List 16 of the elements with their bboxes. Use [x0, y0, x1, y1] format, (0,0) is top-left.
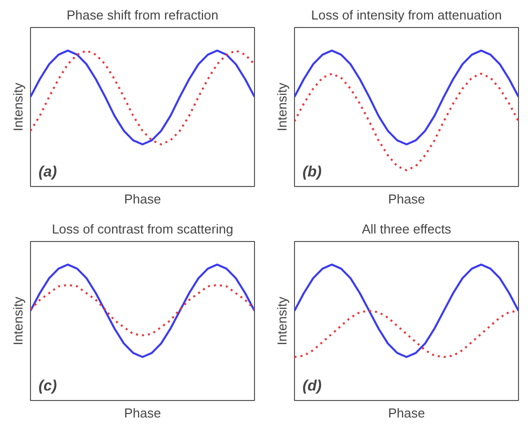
annotation: (c) — [38, 378, 57, 394]
chart-title: Phase shift from refraction — [66, 8, 218, 22]
x-axis-title: Phase — [124, 406, 161, 420]
annotation: (d) — [302, 378, 322, 394]
chart-title: All three effects — [362, 222, 452, 236]
x-axis-title: Phase — [388, 406, 425, 420]
y-axis-title: Intensity — [274, 296, 290, 346]
annotation: (b) — [302, 164, 322, 180]
chart-title: Loss of intensity from attenuation — [311, 8, 502, 22]
y-axis-title: Intensity — [10, 82, 26, 132]
x-axis-title: Phase — [388, 192, 425, 206]
chart-title: Loss of contrast from scattering — [52, 222, 234, 236]
y-axis-title: Intensity — [10, 296, 26, 346]
annotation: (a) — [38, 164, 57, 180]
y-axis-title: Intensity — [274, 82, 290, 132]
x-axis-title: Phase — [124, 192, 161, 206]
